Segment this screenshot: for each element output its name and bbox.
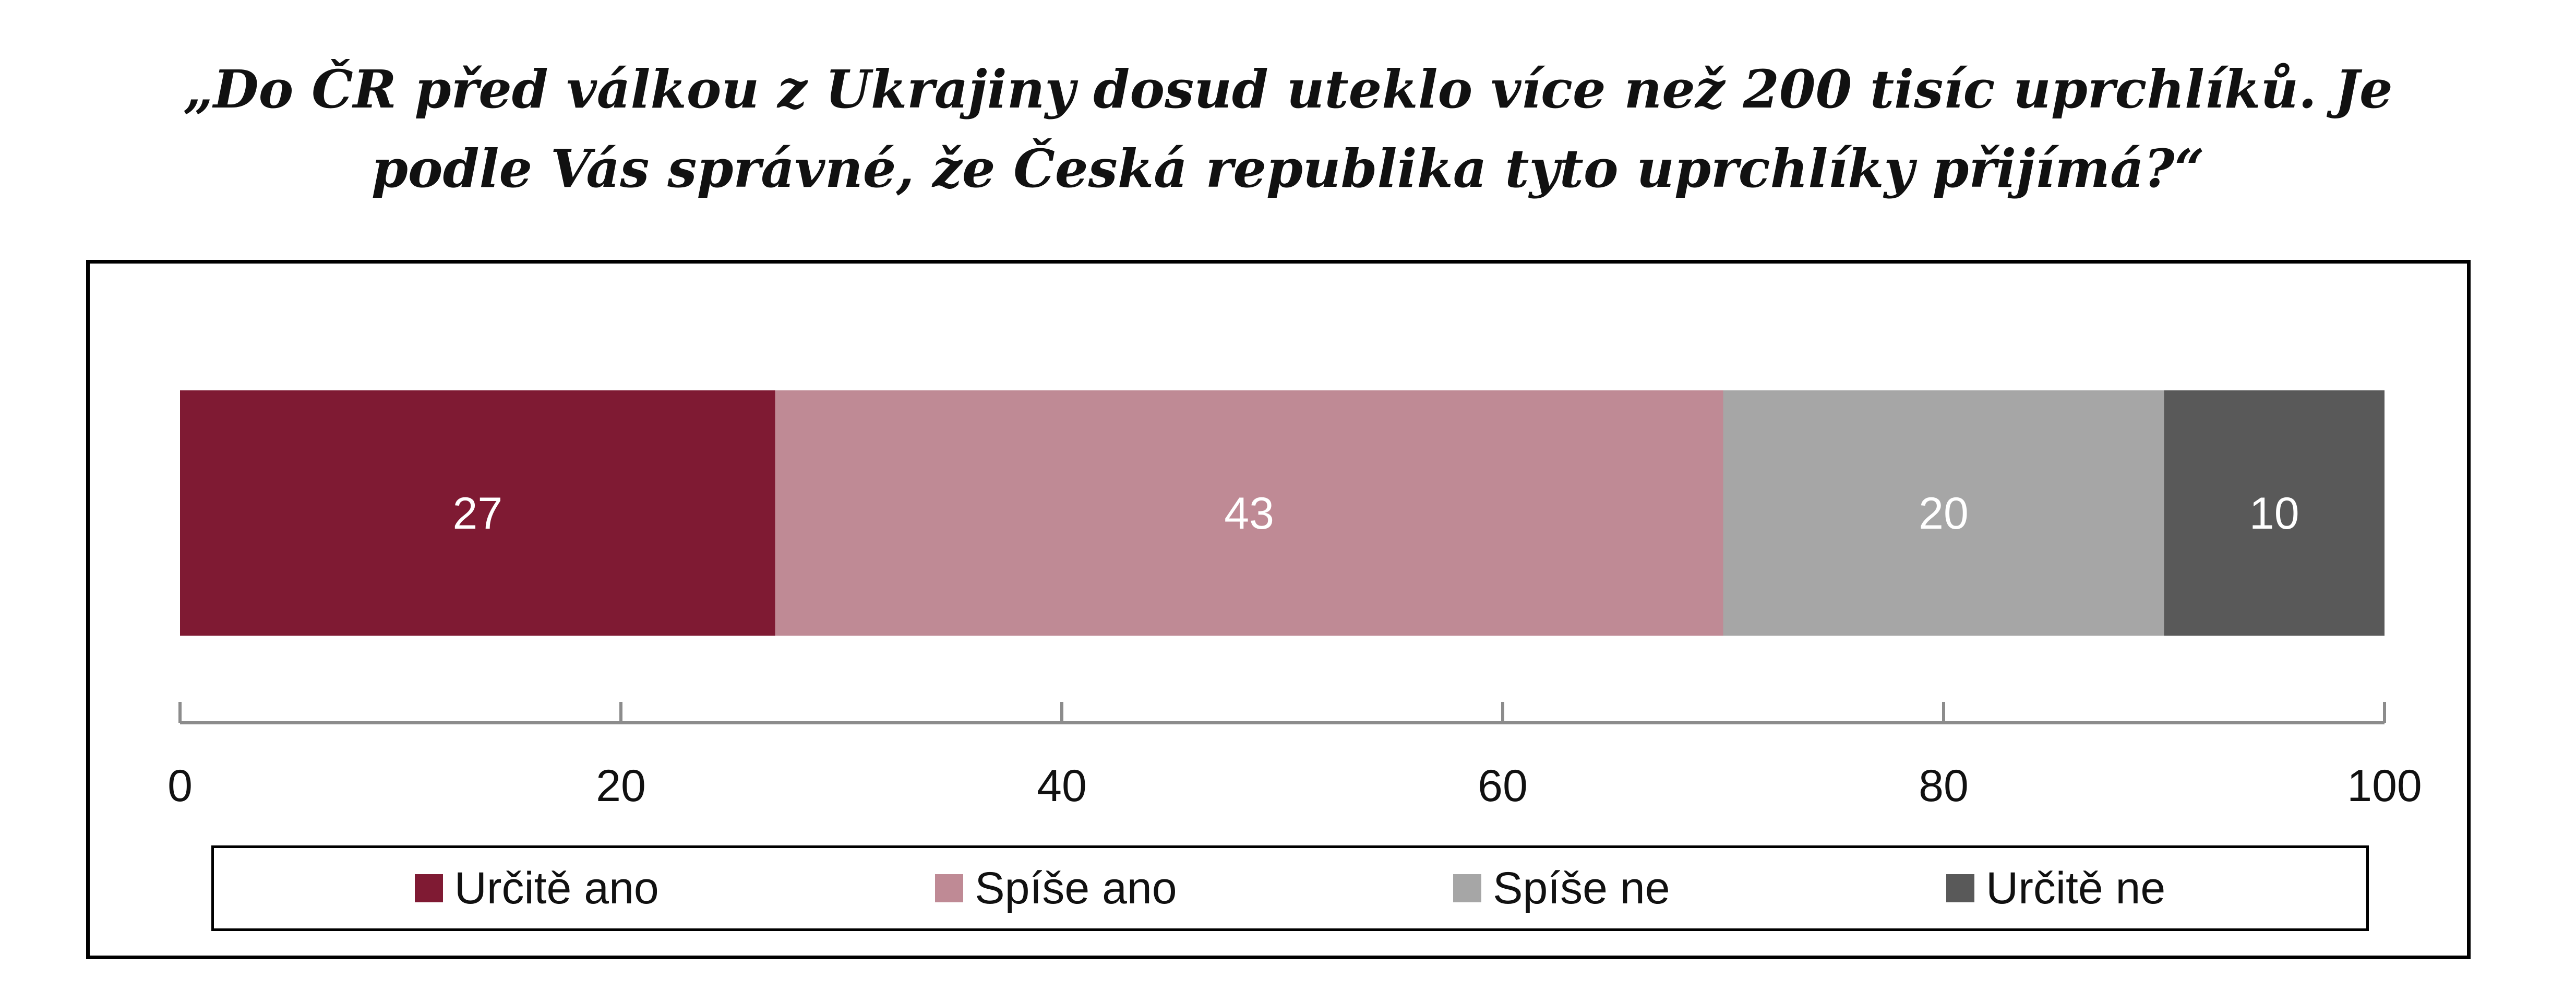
chart-title: „Do ČR před válkou z Ukrajiny dosud utek… [0,50,2576,208]
chart-frame [86,260,2471,959]
bar-segments [180,390,2385,636]
legend-swatch [1453,874,1482,902]
bar-data-labels: 27 43 20 10 [453,488,2299,539]
legend-swatch [414,874,443,902]
legend-item-urcite-ne: Určitě ne [1946,863,2165,914]
bar-data-label: 27 [453,488,503,539]
x-axis-tick-label: 40 [1037,761,1087,811]
bar-data-label: 20 [1919,488,1969,539]
bar-segment-3 [2164,390,2385,636]
bar-segment-2 [1723,390,2164,636]
x-axis-tick-label: 80 [1919,761,1969,811]
legend-swatch [935,874,964,902]
x-axis-tick-label: 100 [2347,761,2422,811]
bar-segment-1 [775,390,1723,636]
bar-data-label: 43 [1224,488,1274,539]
bar-data-label: 10 [2249,488,2299,539]
x-axis-ticks [178,702,2386,723]
x-axis-tick-labels: 0 20 40 60 80 100 [167,761,2422,811]
x-axis-tick-label: 60 [1478,761,1528,811]
bar-segment-0 [180,390,775,636]
chart-title-line-1: „Do ČR před válkou z Ukrajiny dosud utek… [183,58,2393,120]
legend-item-spise-ano: Spíše ano [935,863,1177,914]
legend-label: Určitě ne [1986,863,2166,913]
legend-item-spise-ne: Spíše ne [1453,863,1670,914]
legend-item-urcite-ano: Určitě ano [414,863,659,914]
legend: Určitě ano Spíše ano Spíše ne Určitě ne [211,845,2369,931]
legend-label: Spíše ne [1493,863,1670,913]
x-axis-tick-label: 20 [596,761,646,811]
x-axis-tick-label: 0 [167,761,193,811]
legend-label: Spíše ano [975,863,1177,913]
legend-label: Určitě ano [454,863,659,913]
chart-title-line-2: podle Vás správné, že Česká republika ty… [372,138,2204,199]
legend-swatch [1946,874,1975,902]
